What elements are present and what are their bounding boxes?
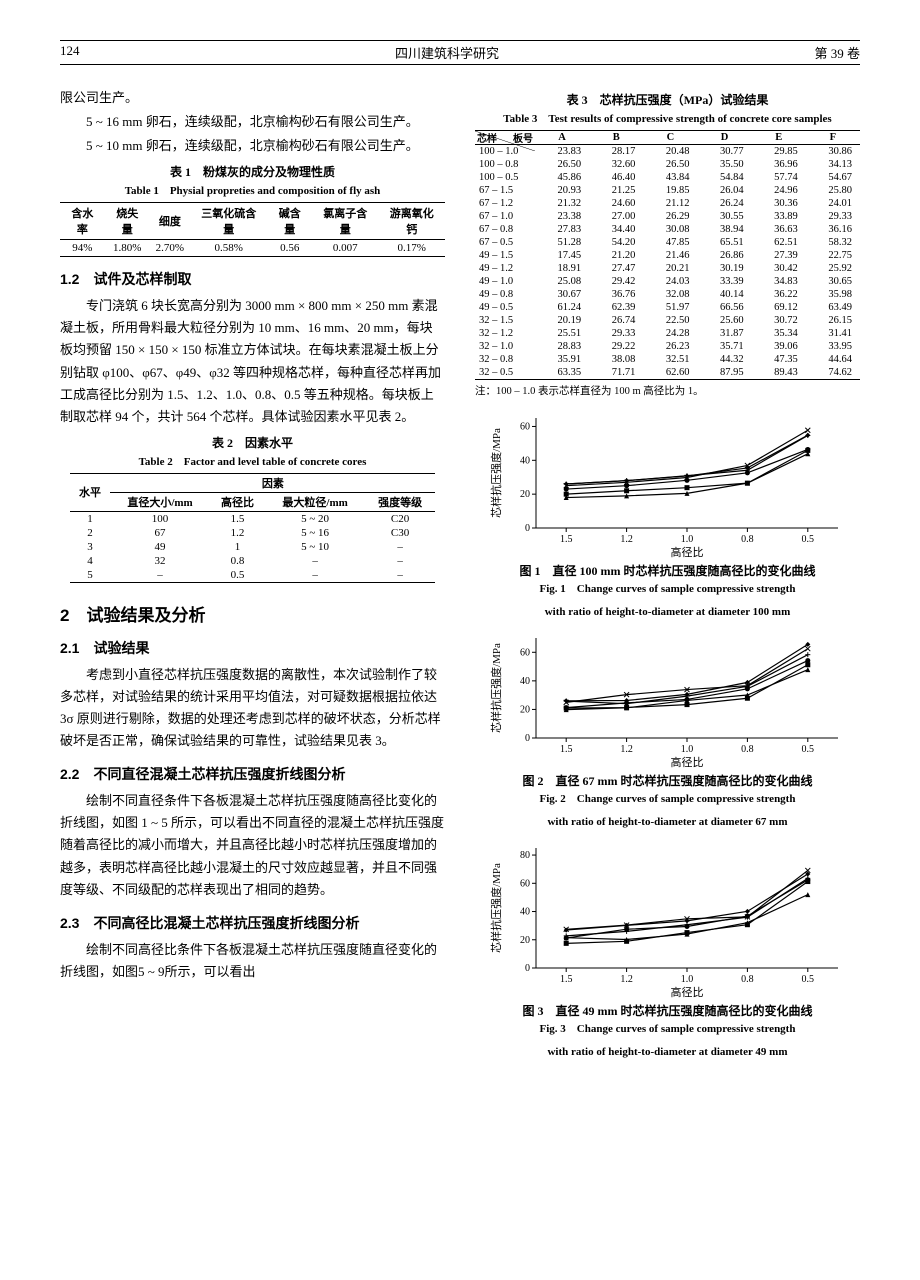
svg-text:高径比: 高径比	[670, 755, 703, 768]
svg-text:1.2: 1.2	[620, 744, 633, 755]
table1-caption-en: Table 1 Physial propreties and compositi…	[60, 182, 445, 198]
page-number: 124	[60, 43, 80, 62]
table3-note: 注：100 – 1.0 表示芯样直径为 100 m 高径比为 1。	[475, 383, 860, 398]
svg-text:1.5: 1.5	[559, 744, 572, 755]
svg-text:60: 60	[520, 421, 530, 432]
heading-2-1: 2.1 试验结果	[60, 638, 445, 658]
svg-text:20: 20	[520, 935, 530, 946]
svg-text:20: 20	[520, 704, 530, 715]
heading-2: 2 试验结果及分析	[60, 601, 445, 626]
svg-text:0.5: 0.5	[801, 974, 814, 985]
fig1-caption-en1: Fig. 1 Change curves of sample compressi…	[475, 580, 860, 596]
svg-text:80: 80	[520, 850, 530, 861]
fig1-caption-cn: 图 1 直径 100 mm 时芯样抗压强度随高径比的变化曲线	[475, 562, 860, 579]
svg-text:1.5: 1.5	[559, 974, 572, 985]
svg-text:0.8: 0.8	[741, 974, 754, 985]
fig3-caption-en2: with ratio of height-to-diameter at diam…	[475, 1046, 860, 1058]
para: 5 ~ 16 mm 卵石，连续级配，北京榆构砂石有限公司生产。	[60, 111, 445, 133]
table1-caption-cn: 表 1 粉煤灰的成分及物理性质	[60, 163, 445, 180]
svg-text:0: 0	[525, 963, 530, 974]
fig3-caption-cn: 图 3 直径 49 mm 时芯样抗压强度随高径比的变化曲线	[475, 1002, 860, 1019]
fig3-caption-en1: Fig. 3 Change curves of sample compressi…	[475, 1020, 860, 1036]
heading-1-2: 1.2 试件及芯样制取	[60, 269, 445, 289]
svg-text:芯样抗压强度/MPa: 芯样抗压强度/MPa	[489, 863, 503, 953]
svg-text:1.5: 1.5	[559, 534, 572, 545]
volume: 第 39 卷	[814, 43, 860, 62]
fig2-caption-en2: with ratio of height-to-diameter at diam…	[475, 816, 860, 828]
svg-text:高径比: 高径比	[670, 545, 703, 558]
svg-text:40: 40	[520, 907, 530, 918]
table2-caption-cn: 表 2 因素水平	[60, 434, 445, 451]
svg-text:0.5: 0.5	[801, 534, 814, 545]
fig2-caption-cn: 图 2 直径 67 mm 时芯样抗压强度随高径比的变化曲线	[475, 772, 860, 789]
svg-text:0: 0	[525, 733, 530, 744]
svg-text:1.0: 1.0	[680, 744, 693, 755]
svg-text:1.2: 1.2	[620, 534, 633, 545]
para: 限公司生产。	[60, 87, 445, 109]
para: 绘制不同高径比条件下各板混凝土芯样抗压强度随直径变化的折线图，如图5 ~ 9所示…	[60, 939, 445, 983]
svg-text:60: 60	[520, 878, 530, 889]
heading-2-3: 2.3 不同高径比混凝土芯样抗压强度折线图分析	[60, 913, 445, 933]
para: 专门浇筑 6 块长宽高分别为 3000 mm × 800 mm × 250 mm…	[60, 295, 445, 428]
figure-1-chart: 0 20 40 60 1.5 1.2 1.0 0.8 0.5 高径比 芯样抗压强度/MPa	[488, 408, 848, 558]
svg-text:0.5: 0.5	[801, 744, 814, 755]
figure-2-chart: 0 20 40 60 1.5 1.2 1.0 0.8 0.5 高径比 芯样抗压强度/MPa	[488, 628, 848, 768]
table3: 板号芯样ABCDEF 100 – 1.023.8328.1720.4830.77…	[475, 130, 860, 380]
table2: 水平 因素 直径大小/mm高径比最大粒径/mm强度等级 11001.55 ~ 2…	[70, 473, 436, 583]
svg-text:0: 0	[525, 523, 530, 534]
table3-caption-cn: 表 3 芯样抗压强度（MPa）试验结果	[475, 91, 860, 108]
svg-text:40: 40	[520, 676, 530, 687]
svg-text:芯样抗压强度/MPa: 芯样抗压强度/MPa	[489, 643, 503, 733]
svg-text:60: 60	[520, 647, 530, 658]
heading-2-2: 2.2 不同直径混凝土芯样抗压强度折线图分析	[60, 764, 445, 784]
svg-text:0.8: 0.8	[741, 534, 754, 545]
para: 考虑到小直径芯样抗压强度数据的离散性，本次试验制作了较多芯样，对试验结果的统计采…	[60, 664, 445, 752]
journal-title: 四川建筑科学研究	[395, 43, 499, 62]
fig2-caption-en1: Fig. 2 Change curves of sample compressi…	[475, 790, 860, 806]
svg-text:芯样抗压强度/MPa: 芯样抗压强度/MPa	[489, 428, 503, 518]
svg-text:1.2: 1.2	[620, 974, 633, 985]
para: 5 ~ 10 mm 卵石，连续级配，北京榆构砂石有限公司生产。	[60, 135, 445, 157]
para: 绘制不同直径条件下各板混凝土芯样抗压强度随高径比变化的折线图，如图 1 ~ 5 …	[60, 790, 445, 900]
table1: 含水率烧失量细度三氧化硫含量碱含量氯离子含量游离氧化钙 94%1.80%2.70…	[60, 202, 445, 257]
svg-text:20: 20	[520, 489, 530, 500]
fig1-caption-en2: with ratio of height-to-diameter at diam…	[475, 606, 860, 618]
table3-caption-en: Table 3 Test results of compressive stre…	[475, 110, 860, 126]
svg-text:高径比: 高径比	[670, 985, 703, 998]
figure-3-chart: 0 20 40 60 80 1.5 1.2 1.0 0.8 0.5 高径比 芯样抗压强度/MPa	[488, 838, 848, 998]
svg-text:40: 40	[520, 455, 530, 466]
svg-text:1.0: 1.0	[680, 974, 693, 985]
svg-text:1.0: 1.0	[680, 534, 693, 545]
svg-text:0.8: 0.8	[741, 744, 754, 755]
table2-caption-en: Table 2 Factor and level table of concre…	[60, 453, 445, 469]
